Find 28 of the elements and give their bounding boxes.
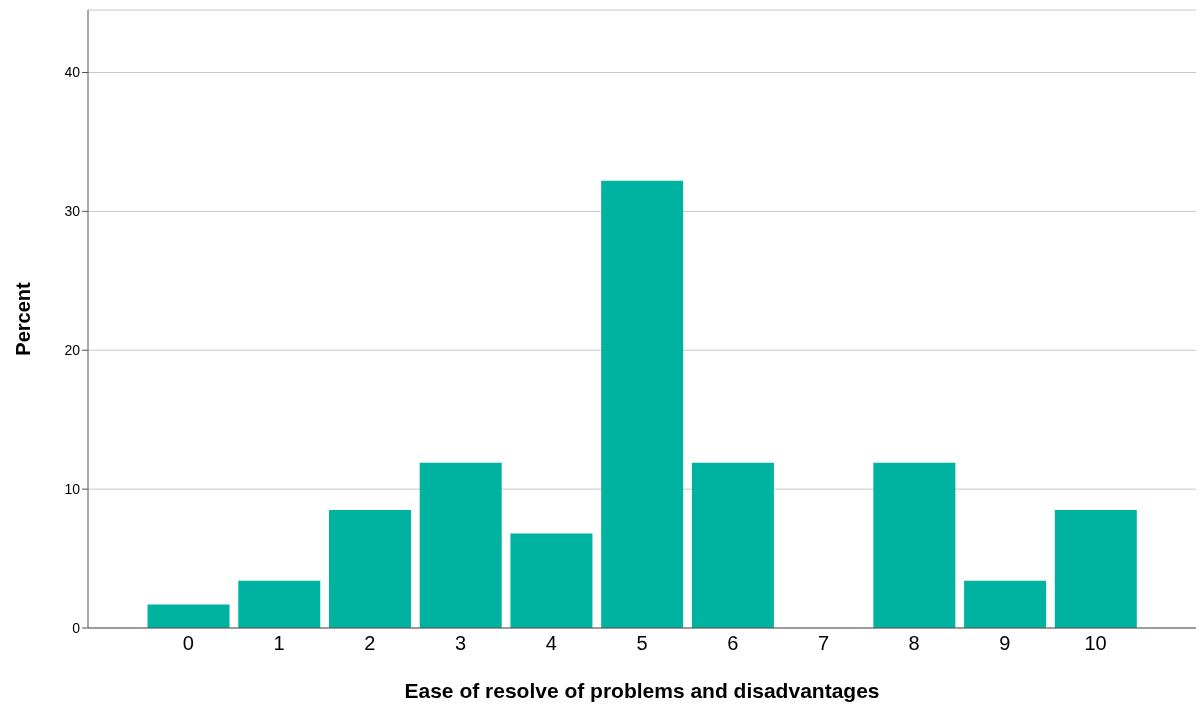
x-tick-label: 6 [727,632,739,655]
x-tick-label: 9 [999,632,1011,655]
x-tick-label: 4 [545,632,557,655]
bar [238,580,321,628]
bar [1054,509,1137,628]
y-tick-label: 0 [72,619,81,636]
bar [419,462,502,628]
x-tick-label: 1 [273,632,285,655]
y-tick-label: 20 [64,342,81,359]
x-tick-label: 5 [636,632,648,655]
bar [510,533,593,628]
bar [147,604,230,628]
x-axis-title: Ease of resolve of problems and disadvantages [404,679,880,702]
x-tick-label: 2 [364,632,376,655]
y-tick-label: 10 [64,481,81,498]
bar [328,509,411,628]
bar [964,580,1047,628]
y-tick-label: 40 [64,64,81,81]
x-tick-label: 8 [908,632,920,655]
x-tick-label: 10 [1084,632,1107,655]
x-tick-label: 7 [817,632,830,655]
x-tick-label: 0 [182,632,194,655]
x-tick-label: 3 [454,632,467,655]
bar [601,180,684,628]
bar [691,462,774,628]
bar [873,462,956,628]
y-tick-label: 30 [64,203,81,220]
y-axis-title: Percent [12,281,35,356]
